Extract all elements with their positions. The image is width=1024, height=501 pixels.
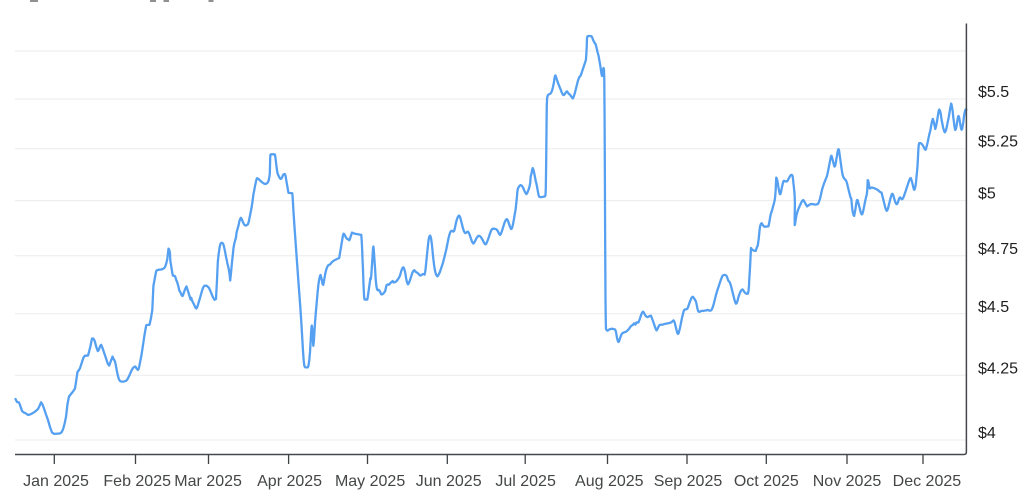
svg-text:Jan 2025: Jan 2025 [23, 473, 89, 490]
svg-text:Nov 2025: Nov 2025 [813, 473, 882, 490]
svg-text:$4.75: $4.75 [978, 241, 1018, 258]
svg-text:Sep 2025: Sep 2025 [654, 473, 723, 490]
svg-text:Jul 2025: Jul 2025 [495, 473, 556, 490]
svg-text:$4.25: $4.25 [978, 360, 1018, 377]
svg-text:May 2025: May 2025 [335, 473, 405, 490]
svg-text:Aug 2025: Aug 2025 [575, 473, 644, 490]
svg-text:Mar 2025: Mar 2025 [174, 473, 242, 490]
svg-text:Jun 2025: Jun 2025 [416, 473, 482, 490]
svg-text:$5: $5 [978, 186, 996, 203]
svg-text:$5.5: $5.5 [978, 84, 1009, 101]
svg-text:$5.25: $5.25 [978, 134, 1018, 151]
svg-text:Oct 2025: Oct 2025 [734, 473, 799, 490]
svg-text:Apr 2025: Apr 2025 [257, 473, 322, 490]
svg-text:$4.5: $4.5 [978, 299, 1009, 316]
svg-text:$4: $4 [978, 425, 996, 442]
svg-text:Feb 2025: Feb 2025 [103, 473, 171, 490]
svg-text:Dec 2025: Dec 2025 [893, 473, 962, 490]
